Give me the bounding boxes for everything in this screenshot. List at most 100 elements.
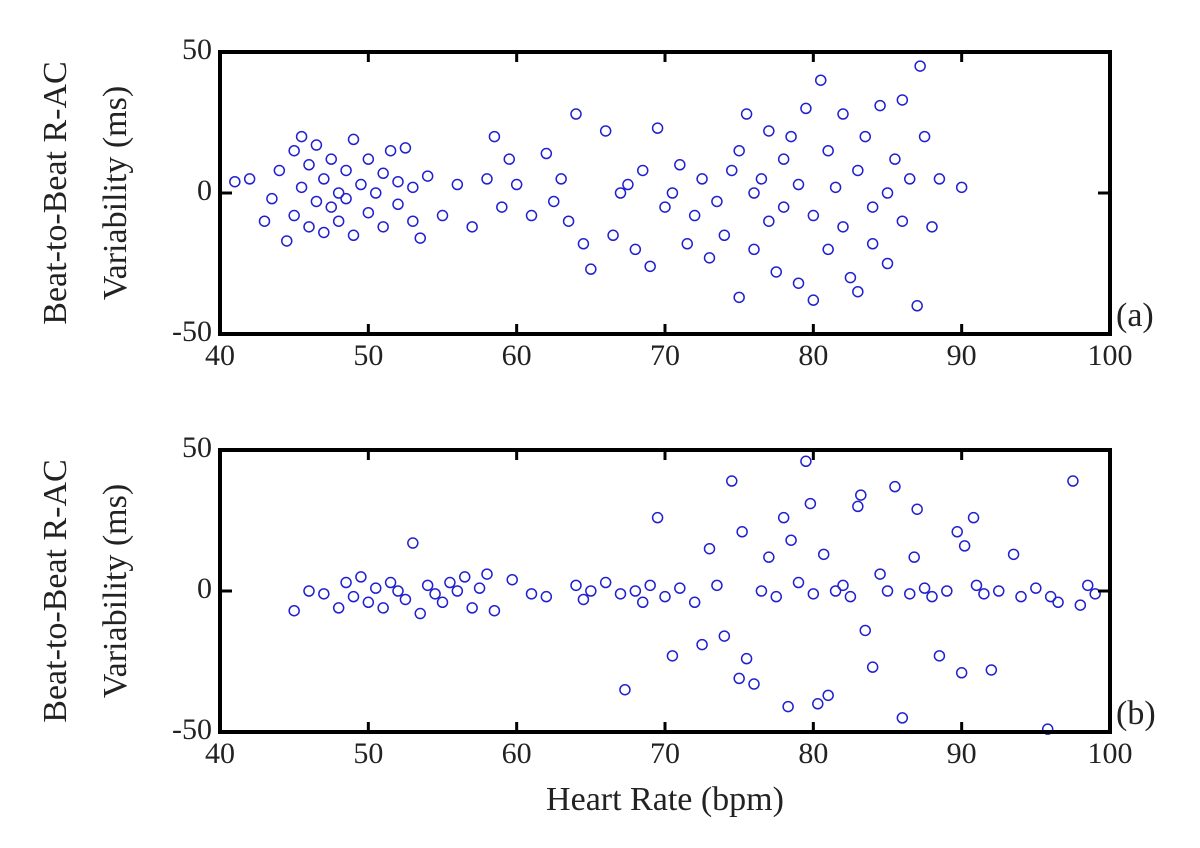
point	[837, 221, 849, 233]
point	[318, 226, 330, 239]
x-tick-label: 40	[205, 737, 235, 770]
point	[481, 173, 493, 185]
point	[362, 206, 375, 219]
point	[703, 252, 716, 264]
point	[889, 153, 901, 165]
point	[318, 588, 330, 600]
y-tick-label: -50	[172, 713, 212, 746]
point	[718, 229, 731, 242]
point	[1044, 590, 1057, 603]
point	[782, 700, 794, 713]
point	[755, 173, 768, 185]
point	[506, 573, 518, 586]
point	[407, 181, 419, 194]
point	[674, 582, 686, 594]
point	[696, 173, 708, 185]
point	[688, 596, 701, 609]
point	[785, 534, 797, 546]
point	[800, 455, 812, 468]
point	[804, 497, 817, 510]
point	[978, 588, 990, 600]
point	[562, 215, 575, 227]
point	[696, 638, 708, 651]
point	[347, 229, 360, 242]
point	[874, 99, 886, 112]
point	[733, 144, 745, 157]
point	[325, 153, 337, 165]
point	[318, 173, 330, 185]
y-axis-label: Variability (ms)	[97, 484, 134, 698]
point	[777, 153, 790, 165]
point	[748, 678, 760, 690]
point	[288, 604, 300, 617]
point	[421, 170, 434, 182]
panel-label: (a)	[1116, 297, 1154, 334]
point	[347, 133, 360, 146]
point	[303, 585, 315, 597]
point	[763, 125, 775, 137]
point	[822, 689, 834, 702]
point	[377, 602, 389, 614]
point	[473, 582, 486, 594]
point	[629, 585, 642, 597]
point	[800, 102, 812, 115]
x-tick-label: 90	[947, 339, 977, 372]
point	[229, 175, 241, 188]
point	[362, 153, 375, 165]
point	[644, 260, 656, 273]
point	[874, 568, 886, 580]
y-axis-label: Variability (ms)	[97, 86, 134, 300]
point	[740, 108, 753, 120]
point	[1007, 548, 1020, 561]
point	[540, 147, 553, 160]
point	[392, 585, 404, 597]
point	[659, 201, 671, 213]
point	[711, 195, 723, 208]
x-tick-label: 50	[353, 737, 383, 770]
point	[852, 164, 864, 177]
point	[926, 221, 938, 233]
point	[866, 238, 879, 250]
point	[355, 571, 367, 583]
point	[1074, 599, 1087, 611]
point	[911, 300, 923, 312]
point	[1067, 475, 1079, 487]
point	[362, 596, 375, 609]
point	[822, 243, 834, 256]
point	[619, 683, 631, 696]
point	[941, 585, 953, 597]
point	[384, 144, 397, 157]
point	[451, 585, 464, 597]
point	[777, 511, 790, 524]
point	[748, 243, 760, 256]
y-axis-label: Beat-to-Beat R-AC	[37, 61, 74, 324]
point	[466, 602, 478, 614]
y-tick-label: 50	[182, 431, 212, 464]
point	[926, 590, 938, 603]
point	[570, 108, 582, 120]
point	[904, 588, 916, 600]
point	[414, 232, 426, 244]
point	[384, 576, 397, 589]
point	[392, 198, 404, 211]
point	[399, 142, 412, 154]
point	[392, 175, 404, 188]
point	[736, 526, 748, 538]
y-tick-label: 0	[197, 572, 212, 605]
point	[807, 588, 820, 600]
x-tick-label: 100	[1088, 737, 1133, 770]
x-tick-label: 50	[353, 339, 383, 372]
point	[770, 266, 782, 278]
point	[548, 195, 560, 208]
point	[570, 579, 582, 592]
point	[295, 181, 308, 194]
x-tick-label: 100	[1088, 339, 1133, 372]
point	[370, 187, 382, 199]
point	[674, 159, 686, 171]
point	[807, 209, 820, 222]
point	[444, 576, 456, 589]
point	[644, 579, 656, 592]
point	[407, 215, 419, 227]
point	[889, 480, 901, 493]
point	[332, 602, 345, 614]
